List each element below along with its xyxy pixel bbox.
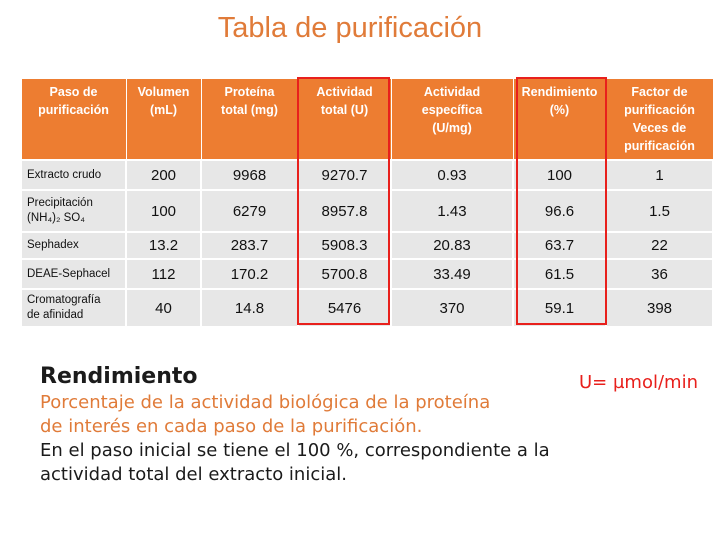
cell-line: purificación — [624, 139, 695, 153]
cell-line: Paso de — [49, 85, 98, 99]
text-line: actividad total del extracto inicial. — [40, 464, 347, 485]
table-cell: 9968 — [200, 159, 299, 191]
table-cell: 1.5 — [605, 189, 714, 233]
table-cell: 8957.8 — [297, 189, 392, 233]
table-cell: 0.93 — [390, 159, 514, 191]
table-cell: 5908.3 — [297, 231, 392, 260]
table-cell: 20.83 — [390, 231, 514, 260]
cell-line: (%) — [549, 103, 570, 117]
table-cell: 6279 — [200, 189, 299, 233]
table-cell: 5476 — [297, 288, 392, 328]
table-cell: 14.8 — [200, 288, 299, 328]
section-text: Porcentaje de la actividad biológica de … — [40, 391, 550, 487]
cell-line: Precipitación — [27, 197, 93, 209]
table-cell: 1.43 — [390, 189, 514, 233]
table-body: Extracto crudo 200 9968 9270.7 0.93 100 1 Preci… — [20, 159, 714, 328]
text-line: de interés en cada paso de la purificaci… — [40, 416, 423, 437]
table-cell: 22 — [605, 231, 714, 260]
section-heading: Rendimiento — [40, 364, 198, 389]
row-label: Extracto crudo — [20, 159, 127, 191]
row-label: DEAE-Sephacel — [20, 258, 127, 290]
cell-line: (U/mg) — [432, 121, 472, 135]
table-cell: 398 — [605, 288, 714, 328]
header-cell: Proteína total (mg) — [200, 78, 299, 161]
cell-line: (mL) — [149, 103, 178, 117]
table-cell: 13.2 — [125, 231, 202, 260]
table-row: Extracto crudo 200 9968 9270.7 0.93 100 1 — [20, 159, 714, 191]
purification-table: Paso de purificación Volumen (mL) Proteína to… — [20, 78, 714, 328]
table-cell: 370 — [390, 288, 514, 328]
table-cell: 200 — [125, 159, 202, 191]
row-label: Precipitación (NH₄)₂ SO₄ — [20, 189, 127, 233]
text-line: Porcentaje de la actividad biológica de … — [40, 392, 491, 413]
table-row: Sephadex 13.2 283.7 5908.3 20.83 63.7 22 — [20, 231, 714, 260]
cell-line: purificación — [624, 103, 695, 117]
table-cell: 1 — [605, 159, 714, 191]
header-cell: Actividad específica (U/mg) — [390, 78, 514, 161]
table-cell: 33.49 — [390, 258, 514, 290]
cell-line: Veces de — [632, 121, 687, 135]
cell-line: total (U) — [320, 103, 369, 117]
cell-line: Rendimiento — [521, 85, 598, 99]
header-cell: Paso de purificación — [20, 78, 127, 161]
header-cell: Factor de purificación Veces de purificació… — [605, 78, 714, 161]
table-cell: 100 — [125, 189, 202, 233]
table-cell: 36 — [605, 258, 714, 290]
cell-line: Cromatografía — [27, 294, 101, 306]
table-cell: 112 — [125, 258, 202, 290]
cell-line: (NH₄)₂ SO₄ — [27, 212, 85, 224]
cell-line: específica — [421, 103, 483, 117]
text-line: En el paso inicial se tiene el 100 %, co… — [40, 440, 550, 461]
header-cell: Actividad total (U) — [297, 78, 392, 161]
cell-line: Proteína — [224, 85, 275, 99]
cell-line: total (mg) — [221, 103, 278, 117]
table-row: Cromatografía de afinidad 40 14.8 5476 370 59.… — [20, 288, 714, 328]
table-cell: 63.7 — [512, 231, 607, 260]
table-cell: 40 — [125, 288, 202, 328]
highlight-box — [516, 77, 607, 325]
cell-line: Actividad — [316, 85, 373, 99]
table-row: DEAE-Sephacel 112 170.2 5700.8 33.49 61.5 36 — [20, 258, 714, 290]
title: Tabla de purificación — [217, 12, 483, 44]
table-cell: 170.2 — [200, 258, 299, 290]
table-cell: 96.6 — [512, 189, 607, 233]
header-cell: Rendimiento (%) — [512, 78, 607, 161]
cell-line: Volumen — [137, 85, 190, 99]
row-label: Cromatografía de afinidad — [20, 288, 127, 328]
cell-line: DEAE-Sephacel — [27, 267, 111, 280]
table-cell: 100 — [512, 159, 607, 191]
header-row: Paso de purificación Volumen (mL) Proteína to… — [20, 78, 714, 161]
cell-line: Sephadex — [27, 239, 79, 251]
highlight-box — [297, 77, 390, 325]
cell-line: purificación — [38, 103, 109, 117]
unit-note: U= µmol/min — [579, 372, 698, 393]
table-row: Precipitación (NH₄)₂ SO₄ 100 6279 8957.8 1.43… — [20, 189, 714, 233]
cell-line: Extracto crudo — [27, 168, 102, 181]
table-cell: 283.7 — [200, 231, 299, 260]
cell-line: Factor de — [631, 85, 688, 99]
table-cell: 9270.7 — [297, 159, 392, 191]
table-cell: 5700.8 — [297, 258, 392, 290]
cell-line: de afinidad — [27, 309, 84, 321]
section: Rendimiento Porcentaje de la actividad b… — [40, 363, 550, 487]
header-cell: Volumen (mL) — [125, 78, 202, 161]
row-label: Sephadex — [20, 231, 127, 260]
table-cell: 61.5 — [512, 258, 607, 290]
cell-line: Actividad — [423, 85, 481, 99]
